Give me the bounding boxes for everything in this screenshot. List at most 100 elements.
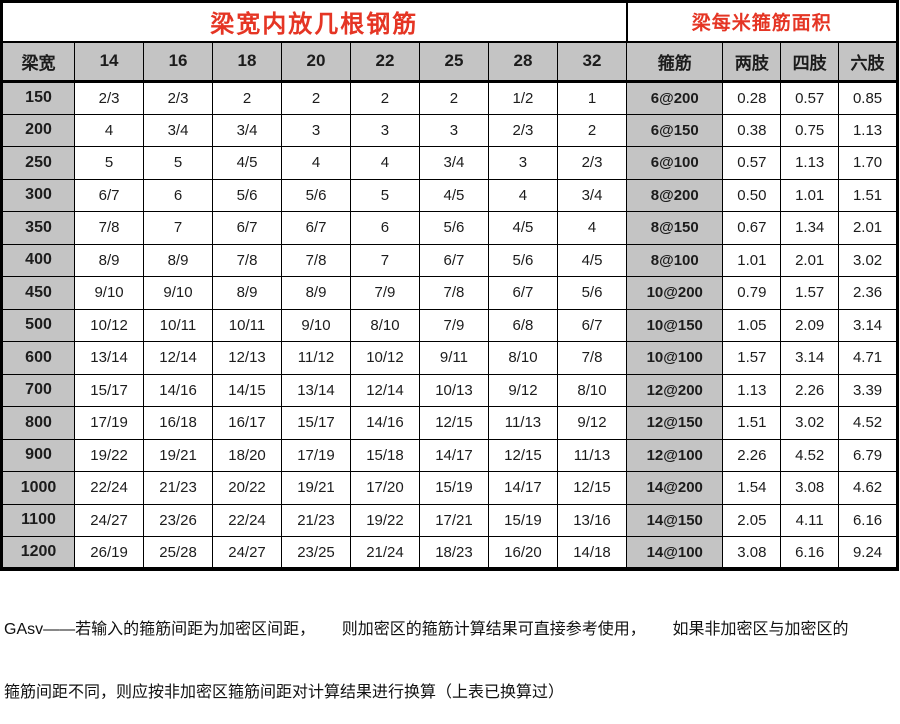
bar-count-cell: 3/4 (143, 113, 214, 147)
bar-count-cell: 17/19 (281, 438, 351, 472)
stirrup-area-cell: 4.62 (838, 471, 898, 505)
stirrup-area-cell: 1.51 (722, 406, 782, 440)
col-header-bar-dia-28: 28 (487, 40, 558, 83)
beam-width-cell: 900 (0, 438, 76, 472)
bar-count-cell: 2/3 (143, 81, 214, 115)
col-header-bar-dia-18: 18 (212, 40, 282, 83)
stirrup-area-cell: 3.14 (780, 341, 840, 375)
bar-count-cell: 17/20 (349, 471, 420, 505)
col-header-legs-12: 六肢 (838, 40, 898, 83)
bar-count-cell: 4 (74, 113, 145, 147)
bar-count-cell: 23/25 (281, 536, 351, 570)
table-row: 900 19/22 19/21 18/20 17/19 15/18 14/17 12/15 11… (0, 438, 898, 472)
bar-count-cell: 5/6 (212, 178, 282, 212)
table-row: 800 17/19 16/18 16/17 15/17 14/16 12/15 11/13 9/… (0, 406, 898, 440)
stirrup-spec-cell: 6@150 (626, 113, 724, 147)
bar-count-cell: 12/15 (487, 438, 558, 472)
beam-width-cell: 150 (0, 81, 76, 115)
bar-count-cell: 15/18 (349, 438, 420, 472)
stirrup-area-cell: 0.75 (780, 113, 840, 147)
bar-count-cell: 4/5 (487, 211, 558, 245)
bar-count-cell: 8/9 (281, 276, 351, 310)
stirrup-area-cell: 3.08 (780, 471, 840, 505)
table-row: 500 10/12 10/11 10/11 9/10 8/10 7/9 6/8 6/7 10@15… (0, 308, 898, 342)
bar-count-cell: 6/7 (418, 243, 489, 277)
table-row: 600 13/14 12/14 12/13 11/12 10/12 9/11 8/10 7/8 1… (0, 341, 898, 375)
footer-line-1: GAsv——若输入的箍筋间距为加密区间距， 则加密区的箍筋计算结果可直接参考使用… (4, 621, 849, 638)
table-row: 1000 22/24 21/23 20/22 19/21 17/20 15/19 14/17 1… (0, 471, 898, 505)
bar-count-cell: 13/14 (74, 341, 145, 375)
stirrup-area-cell: 6.79 (838, 438, 898, 472)
bar-count-cell: 2 (349, 81, 420, 115)
bar-count-cell: 2 (281, 81, 351, 115)
col-header-bar-dia-16: 16 (143, 40, 214, 83)
bar-count-cell: 15/17 (281, 406, 351, 440)
table-row: 200 4 3/4 3/4 3 3 3 2/3 2 6@150 0.38 0.75 1.13 (0, 113, 898, 147)
bar-count-cell: 5 (74, 146, 145, 180)
bar-count-cell: 15/19 (418, 471, 489, 505)
bar-count-cell: 8/9 (74, 243, 145, 277)
bar-count-cell: 7/9 (418, 308, 489, 342)
stirrup-area-cell: 1.70 (838, 146, 898, 180)
bar-count-cell: 17/21 (418, 503, 489, 537)
stirrup-area-cell: 2.01 (838, 211, 898, 245)
bar-count-cell: 8/10 (349, 308, 420, 342)
bar-count-cell: 2/3 (556, 146, 628, 180)
stirrup-area-cell: 4.52 (838, 406, 898, 440)
stirrup-spec-cell: 8@100 (626, 243, 724, 277)
table-row: 1200 26/19 25/28 24/27 23/25 21/24 18/23 16/20 1… (0, 536, 898, 570)
bar-count-cell: 10/11 (212, 308, 282, 342)
beam-width-cell: 800 (0, 406, 76, 440)
table-row: 1100 24/27 23/26 22/24 21/23 19/22 17/21 15/19 1… (0, 503, 898, 537)
bar-count-cell: 9/10 (281, 308, 351, 342)
beam-width-cell: 600 (0, 341, 76, 375)
bar-count-cell: 7/9 (349, 276, 420, 310)
bar-count-cell: 13/14 (281, 373, 351, 407)
beam-width-cell: 450 (0, 276, 76, 310)
beam-width-cell: 1000 (0, 471, 76, 505)
bar-count-cell: 19/22 (74, 438, 145, 472)
bar-count-cell: 22/24 (212, 503, 282, 537)
col-header-stirrup: 箍筋 (626, 40, 724, 83)
bar-count-cell: 4/5 (418, 178, 489, 212)
bar-count-cell: 3/4 (212, 113, 282, 147)
table-row: 150 2/3 2/3 2 2 2 2 1/2 1 6@200 0.28 0.57 0.85 (0, 81, 898, 115)
stirrup-spec-cell: 14@100 (626, 536, 724, 570)
stirrup-area-cell: 1.54 (722, 471, 782, 505)
stirrup-spec-cell: 12@150 (626, 406, 724, 440)
title-row: 梁宽内放几根钢筋 梁每米箍筋面积 (0, 1, 898, 43)
stirrup-area-cell: 3.08 (722, 536, 782, 570)
col-header-legs-11: 四肢 (780, 40, 840, 83)
stirrup-area-cell: 2.36 (838, 276, 898, 310)
col-header-bar-dia-14: 14 (74, 40, 145, 83)
bar-count-cell: 9/10 (143, 276, 214, 310)
col-header-bar-dia-22: 22 (349, 40, 420, 83)
beam-width-cell: 300 (0, 178, 76, 212)
stirrup-area-cell: 1.51 (838, 178, 898, 212)
bar-count-cell: 5 (349, 178, 420, 212)
bar-count-cell: 7/8 (556, 341, 628, 375)
beam-width-cell: 1100 (0, 503, 76, 537)
table-row: 250 5 5 4/5 4 4 3/4 3 2/3 6@100 0.57 1.13 1.70 (0, 146, 898, 180)
bar-count-cell: 10/13 (418, 373, 489, 407)
bar-count-cell: 5/6 (418, 211, 489, 245)
bar-count-cell: 24/27 (74, 503, 145, 537)
stirrup-area-cell: 3.39 (838, 373, 898, 407)
bar-count-cell: 14/16 (349, 406, 420, 440)
bar-count-cell: 19/21 (281, 471, 351, 505)
bar-count-cell: 13/16 (556, 503, 628, 537)
bar-count-cell: 18/23 (418, 536, 489, 570)
bar-count-cell: 7/8 (74, 211, 145, 245)
bar-count-cell: 10/11 (143, 308, 214, 342)
bar-count-cell: 14/18 (556, 536, 628, 570)
bar-count-cell: 4/5 (212, 146, 282, 180)
bar-count-cell: 4 (556, 211, 628, 245)
beam-width-cell: 400 (0, 243, 76, 277)
bar-count-cell: 5/6 (487, 243, 558, 277)
bar-count-cell: 3 (487, 146, 558, 180)
bar-count-cell: 3/4 (556, 178, 628, 212)
beam-width-cell: 250 (0, 146, 76, 180)
stirrup-spec-cell: 10@100 (626, 341, 724, 375)
bar-count-cell: 2/3 (74, 81, 145, 115)
stirrup-area-cell: 0.57 (722, 146, 782, 180)
